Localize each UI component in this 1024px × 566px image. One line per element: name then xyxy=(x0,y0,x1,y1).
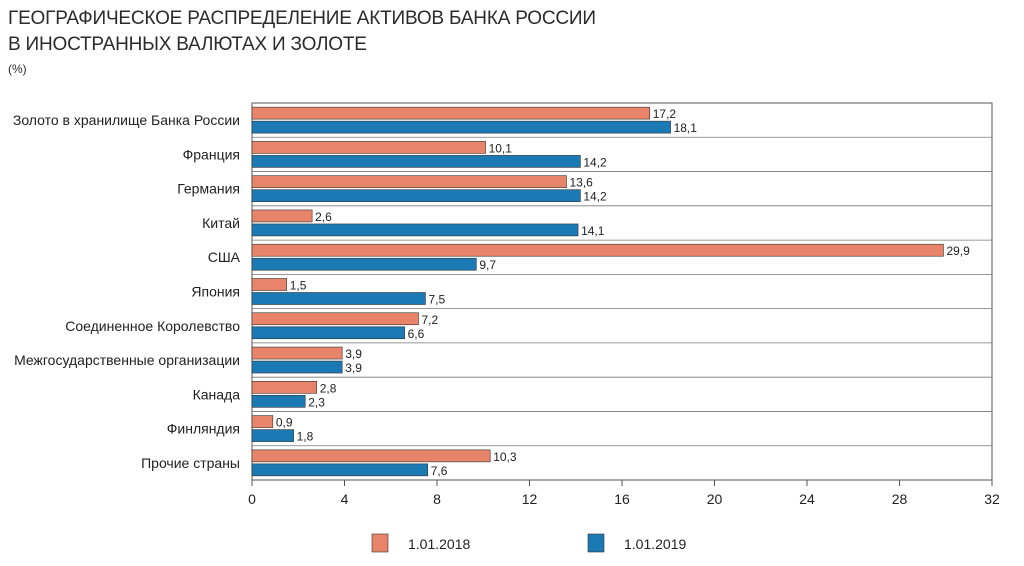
bar-2018 xyxy=(251,141,486,154)
category-label: Финляндия xyxy=(167,421,240,437)
x-tick-label: 8 xyxy=(433,491,441,507)
data-label-2019: 14,2 xyxy=(583,190,607,204)
bar-2018 xyxy=(251,312,419,326)
data-label-2018: 0,9 xyxy=(276,416,293,430)
x-tick-label: 0 xyxy=(248,491,256,507)
data-label-2019: 7,5 xyxy=(428,293,445,307)
category-label: Китай xyxy=(202,215,240,231)
legend-swatch-2018 xyxy=(371,533,389,553)
data-label-2019: 14,1 xyxy=(581,224,605,238)
bar-2018 xyxy=(251,346,343,360)
bar-2018 xyxy=(251,106,651,120)
category-label: Золото в хранилище Банка России xyxy=(13,112,240,128)
data-label-2018: 2,6 xyxy=(315,210,332,224)
bar-2018 xyxy=(251,175,567,188)
bar-2019 xyxy=(251,257,477,271)
data-label-2018: 17,2 xyxy=(653,107,677,121)
bar-2018 xyxy=(251,209,313,223)
data-label-2019: 6,6 xyxy=(408,327,425,341)
category-label: Прочие страны xyxy=(141,455,240,471)
data-label-2018: 2,8 xyxy=(320,381,337,395)
bar-2018 xyxy=(251,243,944,257)
bar-2019 xyxy=(251,292,426,305)
category-label: Германия xyxy=(177,181,240,197)
legend-label-2019: 1.01.2019 xyxy=(624,536,686,552)
legend-swatch-2019 xyxy=(587,533,605,553)
bar-2019 xyxy=(251,155,581,168)
chart-title-line-2: В ИНОСТРАННЫХ ВАЛЮТАХ И ЗОЛОТЕ xyxy=(8,34,367,55)
data-label-2019: 3,9 xyxy=(345,361,362,375)
bar-2019 xyxy=(251,326,405,340)
chart-title-line-1: ГЕОГРАФИЧЕСКОЕ РАСПРЕДЕЛЕНИЕ АКТИВОВ БАН… xyxy=(8,8,596,29)
bar-2018 xyxy=(251,449,491,463)
x-tick-label: 28 xyxy=(892,491,908,507)
data-label-2018: 1,5 xyxy=(290,279,307,293)
category-label: Канада xyxy=(193,386,241,402)
category-label: США xyxy=(208,249,241,265)
bar-2019 xyxy=(251,189,581,202)
x-tick-label: 4 xyxy=(341,491,349,507)
unit-label: (%) xyxy=(8,62,27,76)
bar-2018 xyxy=(251,381,318,394)
x-tick-label: 20 xyxy=(707,491,723,507)
bar-2019 xyxy=(251,429,294,442)
legend-label-2018: 1.01.2018 xyxy=(408,536,470,552)
data-label-2018: 10,3 xyxy=(493,450,517,464)
x-tick-label: 32 xyxy=(984,491,1000,507)
x-tick-label: 24 xyxy=(799,491,815,507)
category-label: Соединенное Королевство xyxy=(65,318,240,334)
data-label-2019: 7,6 xyxy=(431,464,448,478)
data-label-2019: 9,7 xyxy=(479,258,496,272)
category-label: Межгосударственные организации xyxy=(14,352,240,368)
bar-2019 xyxy=(251,223,579,237)
data-label-2019: 18,1 xyxy=(674,121,698,135)
bar-2019 xyxy=(251,120,671,134)
bar-2018 xyxy=(251,278,287,291)
category-label: Япония xyxy=(191,284,240,300)
category-label: Франция xyxy=(183,146,240,162)
x-tick-label: 12 xyxy=(522,491,538,507)
data-label-2018: 3,9 xyxy=(345,347,362,361)
data-label-2018: 7,2 xyxy=(422,313,439,327)
bar-2018 xyxy=(251,415,274,428)
data-label-2018: 13,6 xyxy=(570,176,594,190)
bar-2019 xyxy=(251,395,306,408)
bar-2019 xyxy=(251,463,429,477)
data-label-2018: 29,9 xyxy=(946,244,970,258)
x-tick-label: 16 xyxy=(614,491,630,507)
data-label-2018: 10,1 xyxy=(489,141,513,155)
data-label-2019: 14,2 xyxy=(583,155,607,169)
data-label-2019: 1,8 xyxy=(297,430,314,444)
chart-title: ГЕОГРАФИЧЕСКОЕ РАСПРЕДЕЛЕНИЕ АКТИВОВ БАН… xyxy=(8,6,596,58)
data-label-2019: 2,3 xyxy=(308,395,325,409)
bar-2019 xyxy=(251,360,343,374)
